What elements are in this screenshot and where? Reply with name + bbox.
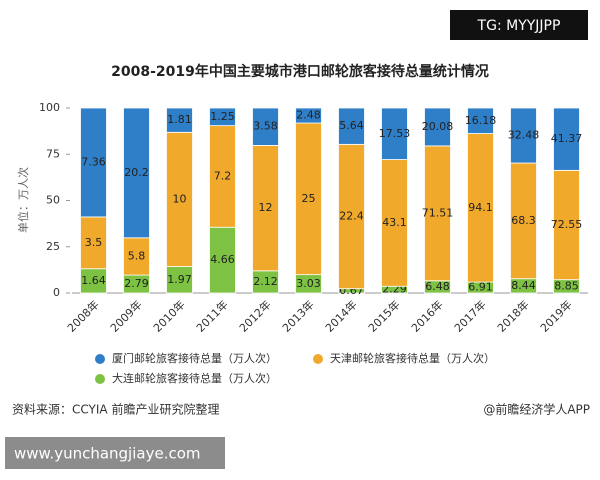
value-label: 7.2 [214, 169, 232, 182]
value-label: 72.55 [551, 218, 583, 231]
x-tick-label: 2013年 [279, 297, 316, 334]
y-tick-label: 75 [46, 147, 60, 160]
source: 资料来源：CCYIA 前瞻产业研究院整理 [12, 402, 219, 417]
x-tick-label: 2014年 [322, 297, 359, 334]
bar-segment [381, 107, 408, 160]
value-label: 41.37 [551, 132, 583, 145]
chart-title: 2008-2019年中国主要城市港口邮轮旅客接待总量统计情况 [111, 63, 489, 80]
bar-segment [510, 162, 537, 280]
watermark: TG: MYYJJPP [477, 18, 561, 34]
bar-segment [209, 226, 236, 294]
bar-segment [424, 107, 451, 147]
legend-marker [95, 354, 105, 364]
value-label: 6.48 [425, 280, 450, 293]
value-label: 20.2 [124, 166, 149, 179]
bar-segment [166, 266, 193, 294]
bar-segment [553, 107, 580, 171]
watermark-box [450, 10, 588, 40]
x-tick-label: 2009年 [107, 297, 144, 334]
bar-segment [166, 107, 193, 133]
legend-marker [95, 374, 105, 384]
value-label: 1.25 [210, 110, 235, 123]
bar-segment [80, 107, 107, 218]
value-label: 8.85 [554, 279, 579, 292]
value-label: 68.3 [511, 214, 536, 227]
x-tick-label: 2011年 [193, 297, 230, 334]
bar-segment [252, 107, 279, 146]
legend-label: 天津邮轮旅客接待总量（万人次） [330, 351, 495, 365]
value-label: 3.03 [296, 277, 321, 290]
value-label: 3.5 [85, 236, 103, 249]
watermark: www.yunchangjiaye.com [14, 445, 201, 463]
y-tick-label: 100 [39, 101, 60, 114]
value-label: 71.51 [422, 206, 454, 219]
value-label: 32.48 [508, 129, 540, 142]
value-label: 1.64 [81, 274, 106, 287]
value-label: 8.44 [511, 279, 536, 292]
value-label: 7.36 [81, 155, 106, 168]
legend-marker [313, 354, 323, 364]
credit: @前瞻经济学人APP [483, 402, 590, 417]
value-label: 25 [302, 192, 316, 205]
value-label: 17.53 [379, 127, 411, 140]
bar-segment [123, 107, 150, 239]
y-tick-label: 0 [53, 286, 60, 299]
value-label: 2.12 [253, 275, 278, 288]
value-label: 94.1 [468, 201, 493, 214]
bar-segment [295, 107, 322, 124]
value-label: 12 [259, 201, 273, 214]
x-tick-label: 2010年 [150, 297, 187, 334]
value-label: 1.97 [167, 273, 192, 286]
bar-segment [338, 143, 365, 290]
x-tick-label: 2008年 [64, 297, 101, 334]
bar-segment [295, 122, 322, 276]
x-tick-label: 2012年 [236, 297, 273, 334]
value-label: 20.08 [422, 120, 454, 133]
bar-segment [80, 268, 107, 294]
value-label: 22.4 [339, 210, 364, 223]
legend-label: 大连邮轮旅客接待总量（万人次） [112, 371, 277, 385]
watermark-box [5, 437, 225, 469]
y-tick-label: 25 [46, 240, 60, 253]
value-label: 1.81 [167, 113, 192, 126]
bar-segment [467, 107, 494, 134]
y-axis-label: 单位：万人次 [16, 167, 30, 233]
value-label: 6.91 [468, 281, 493, 294]
bar-segment [338, 107, 365, 145]
legend-label: 厦门邮轮旅客接待总量（万人次） [112, 351, 277, 365]
value-label: 2.48 [296, 109, 321, 122]
value-label: 3.58 [253, 120, 278, 133]
x-tick-label: 2015年 [365, 297, 402, 334]
value-label: 5.8 [128, 249, 146, 262]
bar-segment [467, 133, 494, 283]
value-label: 43.1 [382, 216, 407, 229]
value-label: 5.64 [339, 119, 364, 132]
x-tick-label: 2019年 [537, 297, 574, 334]
y-tick-label: 50 [46, 194, 60, 207]
value-label: 4.66 [210, 253, 235, 266]
value-label: 16.18 [465, 114, 497, 127]
bar-segment [209, 107, 236, 127]
bar-segment [209, 125, 236, 228]
bar-segment [123, 237, 150, 276]
value-label: 2.79 [124, 277, 149, 290]
bar-segment [510, 107, 537, 164]
bar-segment [381, 159, 408, 287]
x-tick-label: 2017年 [451, 297, 488, 334]
x-tick-label: 2016年 [408, 297, 445, 334]
bar-segment [424, 145, 451, 282]
value-label: 10 [173, 192, 187, 205]
x-tick-label: 2018年 [494, 297, 531, 334]
